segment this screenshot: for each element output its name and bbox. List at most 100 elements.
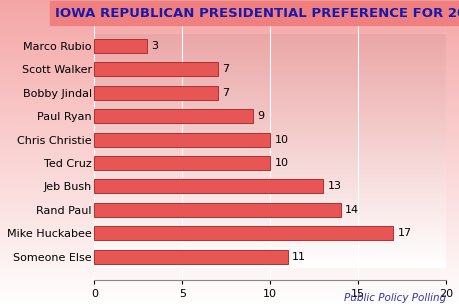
Bar <box>94 236 445 237</box>
Bar <box>94 135 445 136</box>
Bar <box>94 188 445 189</box>
Bar <box>94 226 392 240</box>
Bar <box>94 47 445 48</box>
Bar <box>94 191 445 192</box>
Bar <box>94 141 445 142</box>
Bar <box>94 178 445 179</box>
Bar <box>94 157 445 158</box>
Bar <box>94 259 445 260</box>
Bar <box>94 143 445 144</box>
Bar <box>94 54 445 55</box>
Bar <box>94 86 217 100</box>
Bar <box>94 93 445 94</box>
Bar <box>94 195 445 196</box>
Bar <box>94 239 445 240</box>
Bar <box>94 264 445 265</box>
Text: 3: 3 <box>151 41 158 51</box>
Bar <box>94 58 445 59</box>
Bar <box>94 35 445 36</box>
Bar <box>94 263 445 264</box>
Bar <box>94 162 445 163</box>
Bar <box>94 203 340 217</box>
Bar <box>94 250 445 251</box>
Bar <box>94 96 445 97</box>
Bar <box>94 170 445 171</box>
Bar <box>94 149 445 150</box>
Bar <box>94 94 445 95</box>
Bar <box>94 209 445 210</box>
Bar <box>94 107 445 108</box>
Bar <box>94 252 445 253</box>
Text: 14: 14 <box>344 205 358 215</box>
Bar <box>94 244 445 245</box>
Bar <box>94 177 445 178</box>
Bar <box>94 45 445 46</box>
Text: 9: 9 <box>257 111 263 121</box>
Bar <box>94 159 445 161</box>
Bar <box>94 130 445 131</box>
Bar <box>94 56 445 58</box>
Bar <box>94 186 445 188</box>
Bar <box>94 80 445 81</box>
Bar <box>94 34 445 35</box>
Bar <box>94 84 445 86</box>
Text: 17: 17 <box>397 228 411 238</box>
Bar <box>94 210 445 211</box>
Bar <box>94 234 445 236</box>
Bar <box>94 165 445 166</box>
Bar <box>94 124 445 125</box>
Text: 13: 13 <box>327 181 341 191</box>
Bar <box>94 91 445 93</box>
Bar <box>94 240 445 241</box>
Bar <box>94 128 445 129</box>
Bar <box>94 156 445 157</box>
Bar <box>94 266 445 267</box>
Bar <box>94 108 445 109</box>
Bar <box>94 245 445 246</box>
Bar <box>94 260 445 261</box>
Bar <box>94 59 445 60</box>
Bar <box>94 222 445 223</box>
Bar <box>94 43 445 45</box>
Bar <box>94 48 445 50</box>
Bar <box>94 243 445 244</box>
Bar <box>94 179 322 193</box>
Bar <box>94 251 445 252</box>
Bar <box>94 185 445 186</box>
Bar <box>94 147 445 148</box>
Bar <box>94 233 445 234</box>
Bar <box>94 83 445 84</box>
Bar <box>94 137 445 138</box>
Bar <box>94 238 445 239</box>
Bar <box>94 121 445 122</box>
Bar <box>94 88 445 89</box>
Bar <box>94 230 445 231</box>
Bar <box>94 175 445 176</box>
Bar <box>94 246 445 247</box>
Bar <box>94 97 445 99</box>
Bar <box>94 166 445 168</box>
Bar <box>94 241 445 243</box>
Bar <box>94 61 445 62</box>
Bar <box>94 150 445 151</box>
Bar <box>94 120 445 121</box>
Bar <box>94 79 445 80</box>
Bar <box>94 46 445 47</box>
Bar <box>94 198 445 199</box>
Bar <box>94 215 445 216</box>
Bar <box>94 69 445 70</box>
Bar <box>94 73 445 74</box>
Bar <box>94 102 445 103</box>
Bar <box>94 148 445 149</box>
Bar <box>94 52 445 53</box>
Bar <box>94 256 445 257</box>
Bar <box>94 211 445 212</box>
Bar <box>94 90 445 91</box>
Bar <box>94 206 445 207</box>
Bar <box>94 132 269 147</box>
Bar <box>94 117 445 118</box>
Bar <box>94 131 445 132</box>
Bar <box>94 205 445 206</box>
Bar <box>94 219 445 220</box>
Bar <box>94 127 445 128</box>
